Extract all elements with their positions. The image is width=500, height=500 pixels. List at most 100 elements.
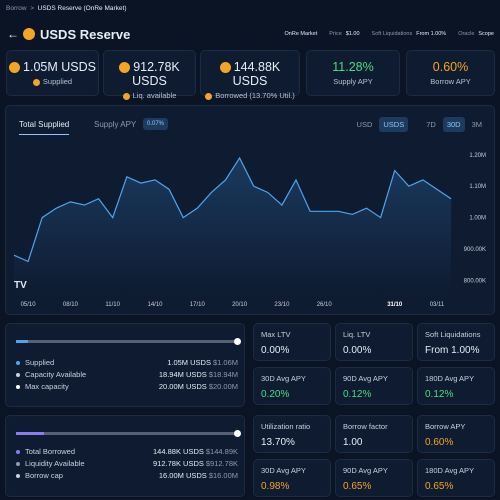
y-tick-label: 1.10M (469, 184, 486, 190)
metric-card: 90D Avg APY 0.12% (335, 367, 413, 405)
metric-label: 30D Avg APY (261, 466, 306, 475)
crumb[interactable]: Borrow (6, 5, 27, 12)
stat-card: 144.88K USDS Borrowed (13.70% Util.) (200, 50, 300, 100)
x-tick-label: 26/10 (317, 302, 333, 308)
x-tick-label: 20/10 (232, 302, 248, 308)
x-tick-label: 31/10 (387, 302, 403, 308)
y-tick-label: 900.00K (464, 247, 486, 253)
progress-end (234, 430, 241, 437)
stat-label-text: Borrowed (13.70% Util.) (215, 91, 295, 100)
stat-value: 144.88K USDS (201, 60, 299, 88)
dot (16, 372, 20, 377)
range-btn[interactable]: 7D (426, 120, 436, 129)
metric-card: 30D Avg APY 0.98% (253, 459, 331, 497)
row-label: Max capacity (25, 382, 69, 391)
row-value: 18.94M USDS (158, 370, 207, 379)
progress-fill (16, 432, 44, 435)
metric-label: 180D Avg APY (425, 374, 475, 383)
row-value: 144.88K USDS (153, 447, 204, 456)
metric-label: 90D Avg APY (343, 466, 388, 475)
row: Total Borrowed 144.88K USDS $144.89K (14, 446, 238, 457)
apy-badge: 0.07% (143, 118, 169, 130)
price-label: Price (329, 31, 342, 37)
stat-label-text: Supplied (42, 77, 73, 86)
metric-value: From 1.00% (425, 345, 480, 356)
x-tick-label: 08/10 (63, 302, 79, 308)
stat-card: 0.60% Borrow APY (406, 50, 495, 96)
stat-label-text: Supply APY (333, 77, 373, 86)
row-value: 1.05M USDS (167, 358, 211, 367)
market: OnRe Market (284, 31, 318, 37)
metric-value: 0.98% (261, 481, 290, 492)
breadcrumb: Borrow > USDS Reserve (OnRe Market) (6, 5, 127, 12)
x-tick-label: 03/11 (430, 302, 445, 308)
chart-panel: Total Supplied Supply APY 0.07% USD USDS… (5, 105, 495, 315)
stat-label: Supplied (7, 77, 98, 86)
metric-value: 0.65% (343, 481, 372, 492)
row-sub: $18.94M (208, 370, 238, 379)
currency-btn[interactable]: USDS (379, 117, 409, 132)
token-icon (23, 28, 35, 40)
metric-card: 90D Avg APY 0.65% (335, 459, 413, 497)
crumb-sep: > (28, 5, 36, 12)
x-tick-label: 11/10 (105, 302, 120, 308)
stat-value-text: 912.78K USDS (132, 60, 180, 88)
currency-btn[interactable]: USD (356, 120, 373, 129)
stat-value-text: 144.88K USDS (232, 60, 281, 88)
row-label: Borrow cap (25, 471, 63, 480)
stat-value: 912.78K USDS (104, 60, 195, 88)
metric-label: Soft Liquidations (425, 330, 481, 339)
row: Supplied 1.05M USDS $1.06M (14, 357, 238, 368)
tab[interactable]: Supply APY (94, 120, 137, 129)
row-label: Capacity Available (25, 370, 87, 379)
range-btn[interactable]: 30D (442, 117, 465, 132)
y-tick-label: 800.00K (464, 278, 486, 284)
metric-card: Soft Liquidations From 1.00% (417, 323, 495, 361)
metric-value: 0.20% (261, 389, 290, 400)
metric-label: Max LTV (261, 330, 291, 339)
row-label: Liquidity Available (25, 459, 85, 468)
stat-card: 1.05M USDS Supplied (6, 50, 99, 96)
chart: TV 800.00K900.00K1.00M1.10M1.20M05/1008/… (13, 153, 486, 308)
coin-icon (119, 62, 131, 74)
x-tick-label: 05/10 (21, 302, 37, 308)
metric-value: 0.00% (343, 345, 372, 356)
progress-fill (16, 340, 28, 343)
row-label: Total Borrowed (25, 447, 76, 456)
progress (16, 340, 238, 343)
tab[interactable]: Total Supplied (19, 120, 70, 135)
oracle-label: Oracle (458, 31, 475, 37)
metric-value: 13.70% (261, 437, 295, 448)
back-arrow[interactable]: ← (7, 27, 19, 41)
metric-card: Max LTV 0.00% (253, 323, 331, 361)
metric-card: Borrow APY 0.60% (417, 415, 495, 453)
stat-value-text: 11.28% (332, 60, 374, 74)
row-sub: $1.06M (212, 358, 238, 367)
coin-icon (205, 92, 213, 100)
y-tick-label: 1.20M (469, 153, 486, 159)
coin-icon (9, 62, 21, 74)
dot (16, 461, 20, 466)
stat-label: Borrowed (13.70% Util.) (201, 91, 299, 100)
header-meta: OnRe Market Price $1.00 Soft Liquidation… (285, 31, 494, 37)
metric-card: 180D Avg APY 0.12% (417, 367, 495, 405)
x-tick-label: 17/10 (190, 302, 206, 308)
progress (16, 432, 238, 435)
row-value: 20.00M USDS (158, 382, 207, 391)
metric-value: 0.65% (425, 481, 454, 492)
stat-value-text: 1.05M USDS (23, 60, 96, 74)
borrow-panel: Total Borrowed 144.88K USDS $144.89K Liquid… (5, 415, 245, 497)
metric-card: Utilization ratio 13.70% (253, 415, 331, 453)
rows: Supplied 1.05M USDS $1.06M Capacity Availab… (14, 357, 238, 393)
row: Capacity Available 18.94M USDS $18.94M (14, 369, 238, 380)
stat-card: 11.28% Supply APY (306, 50, 400, 96)
soft-label: Soft Liquidations (371, 31, 413, 37)
stat-value: 0.60% (407, 60, 494, 74)
row-sub: $912.78K (205, 459, 238, 468)
row-label: Supplied (25, 358, 55, 367)
coin-icon (219, 62, 231, 74)
line (13, 156, 452, 263)
row: Max capacity 20.00M USDS $20.00M (14, 381, 238, 392)
range-btn[interactable]: 3M (471, 120, 482, 129)
